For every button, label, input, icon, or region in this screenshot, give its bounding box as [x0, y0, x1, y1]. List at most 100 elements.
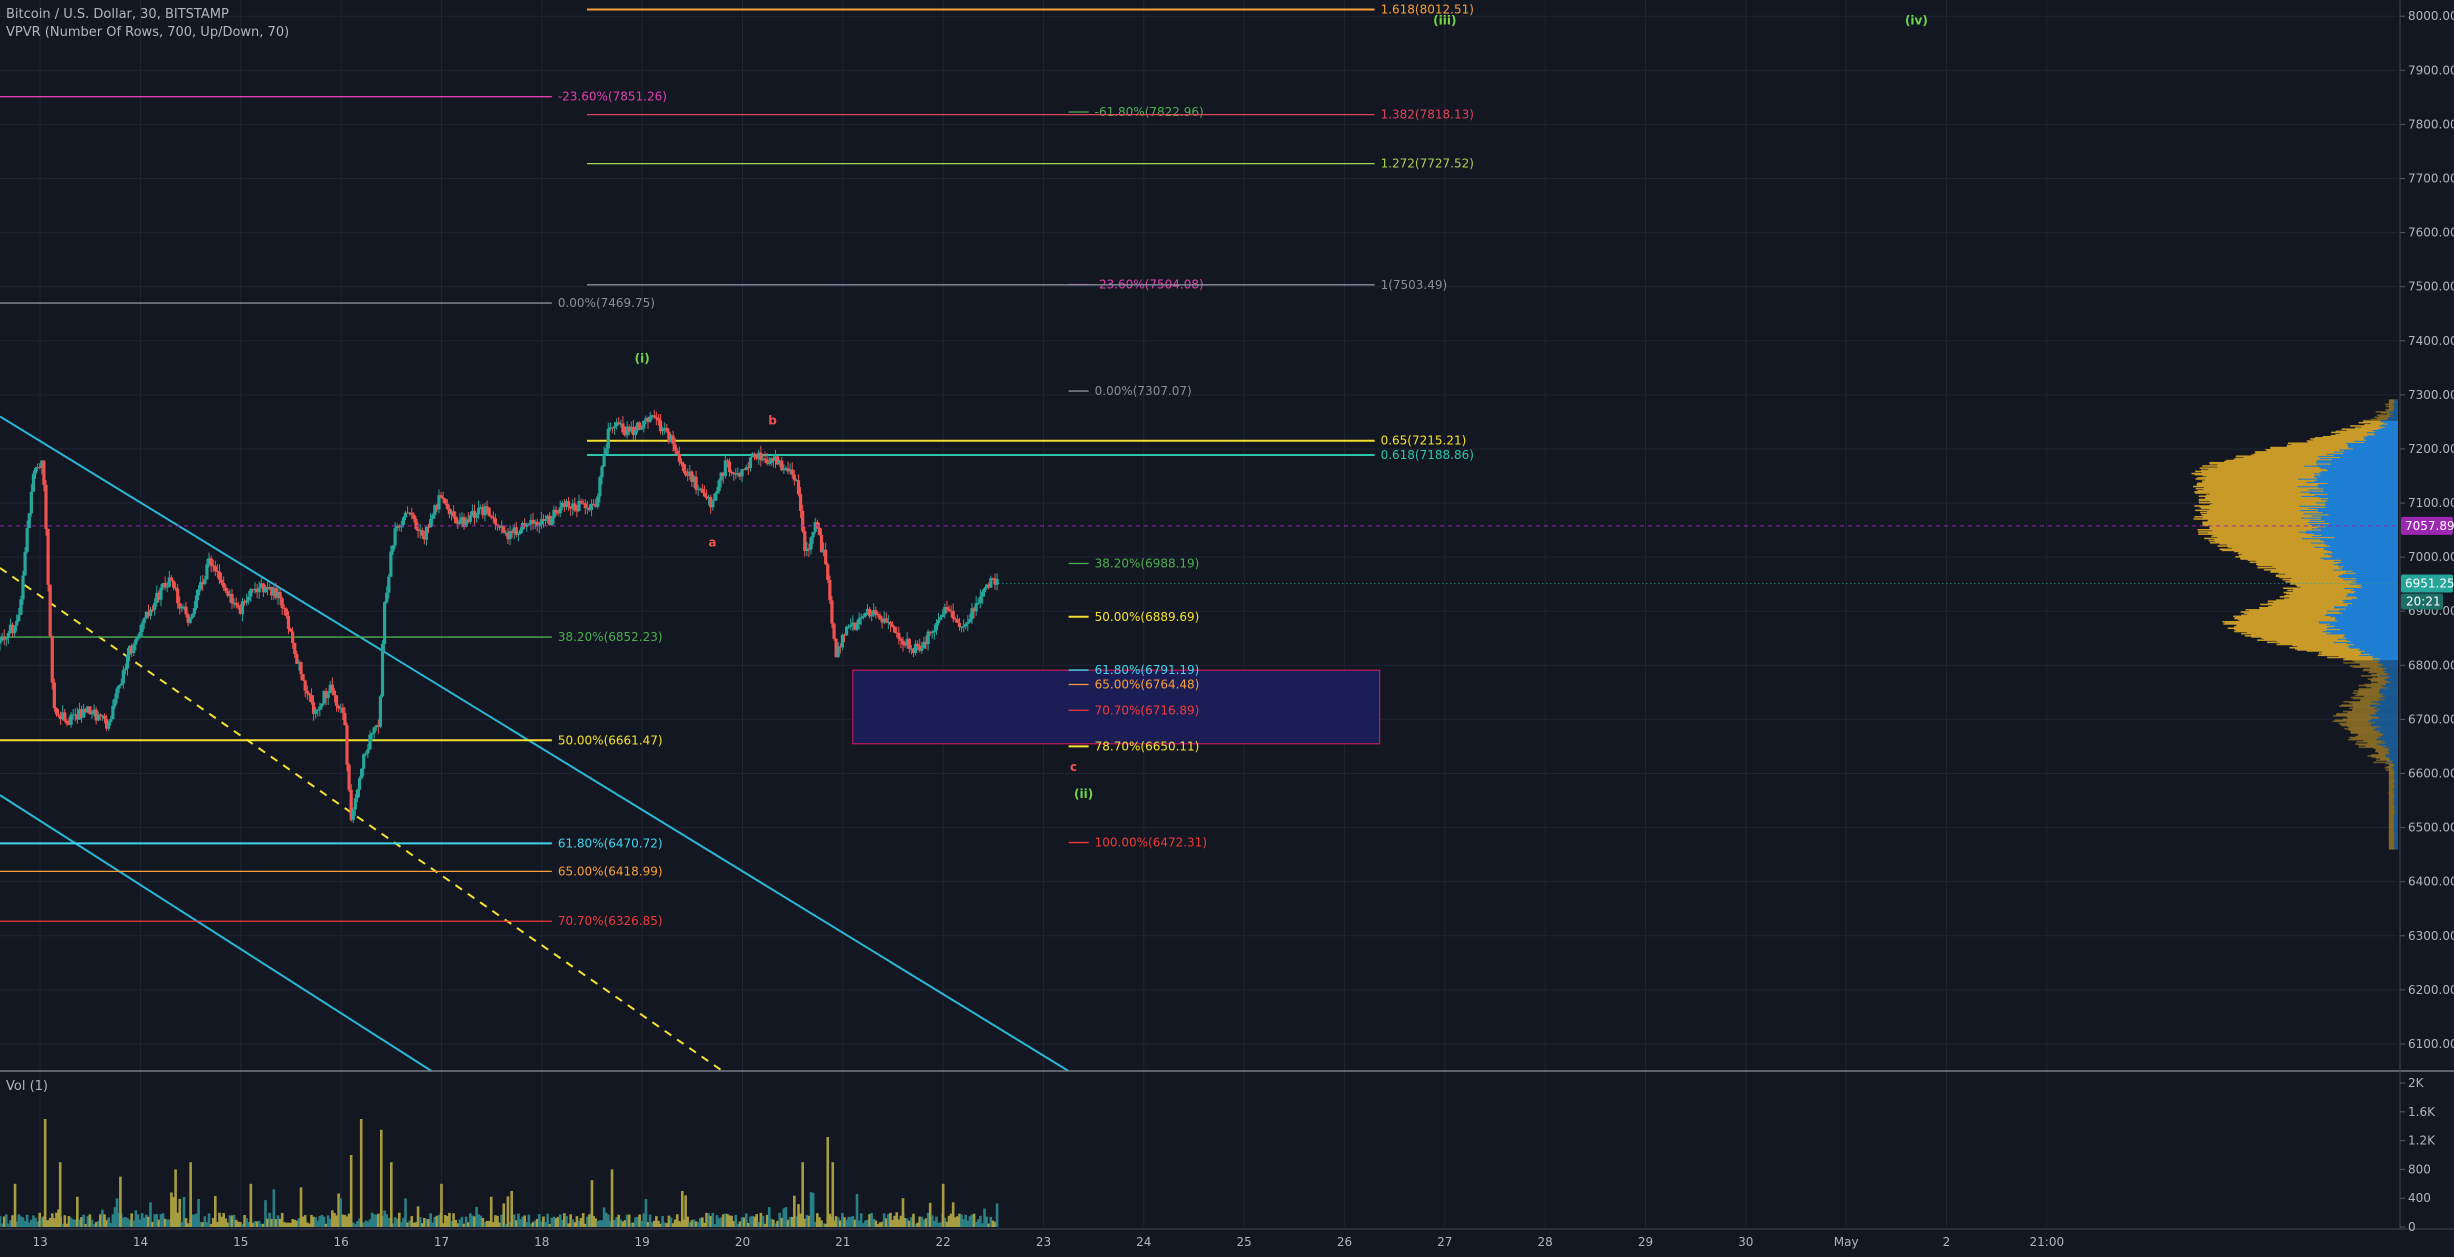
candle-body	[966, 622, 970, 624]
candle-body	[435, 505, 439, 510]
profile-up-volume	[2394, 807, 2398, 809]
profile-up-volume	[2393, 814, 2398, 817]
volume-bar	[324, 1223, 328, 1227]
profile-down-volume	[2388, 827, 2394, 830]
candle-body	[740, 469, 744, 477]
volume-bar	[531, 1222, 535, 1227]
volume-bar	[410, 1216, 414, 1227]
candle-body	[257, 587, 261, 593]
candle-body	[631, 426, 635, 436]
profile-up-volume	[2393, 825, 2398, 828]
profile-down-volume	[2370, 680, 2388, 683]
profile-up-volume	[2347, 604, 2398, 607]
profile-up-volume	[2346, 442, 2398, 445]
volume-bar	[170, 1192, 173, 1227]
profile-up-volume	[2379, 708, 2398, 711]
volume-bar	[569, 1214, 572, 1227]
candle-body	[33, 468, 38, 474]
profile-up-volume	[2383, 421, 2398, 424]
volume-bar	[774, 1223, 777, 1227]
profile-up-volume	[2364, 650, 2398, 652]
profile-up-volume	[2311, 514, 2398, 517]
profile-down-volume	[2388, 776, 2394, 779]
candle-body	[203, 579, 207, 584]
candle-body	[573, 503, 577, 511]
profile-down-volume	[2233, 458, 2332, 461]
profile-down-volume	[2379, 415, 2392, 417]
candle-body	[621, 423, 625, 433]
candle-body	[502, 525, 506, 533]
candle-body	[886, 621, 890, 623]
volume-bar	[916, 1222, 919, 1227]
volume-bar	[259, 1223, 263, 1227]
candle-body	[617, 422, 621, 425]
volume-bar	[178, 1198, 182, 1227]
time-tick-label: 30	[1738, 1235, 1753, 1249]
candle-body	[564, 501, 569, 507]
profile-down-volume	[2204, 486, 2319, 489]
volume-bar	[985, 1216, 988, 1227]
profile-down-volume	[2278, 572, 2356, 574]
profile-down-volume	[2388, 783, 2394, 785]
indicator-title[interactable]: VPVR (Number Of Rows, 700, Up/Down, 70)	[6, 25, 290, 40]
candle-body	[978, 596, 982, 603]
profile-down-volume	[2388, 407, 2394, 410]
candle-body	[167, 577, 171, 587]
candle-body	[320, 703, 324, 707]
profile-down-volume	[2263, 569, 2334, 571]
profile-down-volume	[2224, 460, 2318, 463]
profile-down-volume	[2331, 431, 2367, 434]
profile-down-volume	[2194, 491, 2301, 493]
profile-down-volume	[2388, 821, 2394, 823]
volume-bar	[312, 1216, 315, 1227]
volume-bar	[492, 1222, 495, 1227]
candle-body	[792, 474, 796, 481]
candle-body	[932, 630, 936, 633]
volume-bar	[454, 1220, 457, 1227]
candle-body	[483, 506, 487, 516]
profile-up-volume	[2393, 783, 2398, 785]
profile-down-volume	[2270, 446, 2349, 449]
profile-up-volume	[2309, 523, 2398, 526]
volume-bar	[124, 1216, 127, 1227]
price-tick-label: 7100.00	[2408, 496, 2454, 510]
volume-bar	[705, 1212, 708, 1227]
profile-down-volume	[2335, 714, 2370, 716]
volume-bar	[809, 1192, 813, 1227]
candle-body	[673, 444, 677, 451]
profile-down-volume	[2306, 650, 2365, 652]
profile-down-volume	[2284, 595, 2346, 597]
candle-body	[155, 592, 159, 604]
candle-body	[949, 610, 953, 612]
profile-up-volume	[2321, 529, 2398, 531]
candle-body	[73, 714, 77, 716]
profile-down-volume	[2202, 523, 2310, 526]
volume-bar	[172, 1197, 175, 1227]
symbol-title[interactable]: Bitcoin / U.S. Dollar, 30, BITSTAMP	[6, 7, 229, 22]
volume-pane-title[interactable]: Vol (1)	[6, 1079, 48, 1094]
volume-bar	[366, 1221, 370, 1227]
profile-down-volume	[2357, 744, 2380, 746]
volume-bar	[910, 1217, 913, 1227]
volume-bar	[314, 1217, 317, 1227]
profile-up-volume	[2334, 616, 2398, 619]
candle-body	[362, 754, 366, 769]
profile-down-volume	[2234, 628, 2341, 631]
volume-tick-label: 1.6K	[2408, 1105, 2436, 1119]
candle-body	[245, 600, 249, 603]
volume-bar	[151, 1221, 154, 1227]
volume-bar	[11, 1215, 14, 1227]
volume-bar	[692, 1219, 696, 1227]
profile-up-volume	[2389, 758, 2398, 760]
profile-up-volume	[2374, 707, 2398, 710]
candle-body	[173, 587, 178, 589]
volume-bar	[964, 1214, 968, 1227]
volume-bar	[27, 1222, 31, 1227]
volume-bar	[556, 1216, 560, 1227]
candle-body	[520, 523, 525, 530]
candle-body	[479, 507, 483, 509]
candle-body	[838, 646, 842, 648]
profile-up-volume	[2344, 587, 2398, 590]
volume-bar	[648, 1214, 652, 1227]
